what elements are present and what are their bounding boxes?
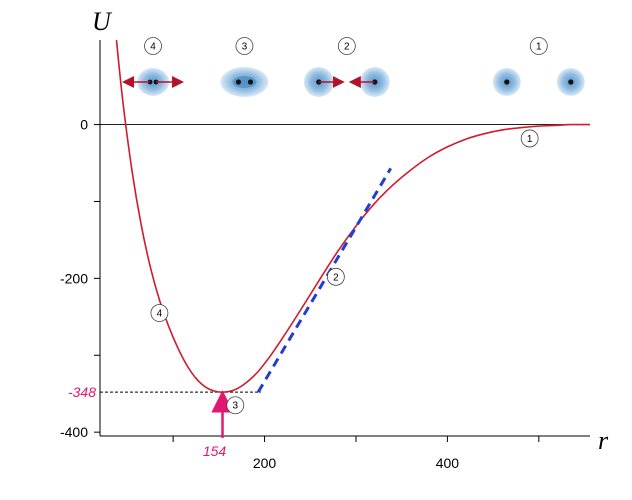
- atom-nucleus: [568, 79, 574, 85]
- curve-marker-label: 4: [157, 308, 163, 319]
- stage-marker-label: 4: [150, 42, 156, 53]
- curve-marker: [150, 304, 169, 322]
- curve-marker-label: 1: [527, 134, 533, 145]
- stage-marker: [144, 37, 162, 55]
- y-axis-title: U: [92, 7, 113, 36]
- curve-marker: [226, 396, 245, 415]
- atom-nucleus: [147, 79, 153, 85]
- atom-nucleus: [235, 79, 242, 85]
- y-tick-label: 0: [80, 117, 88, 133]
- stage-marker: [337, 37, 356, 55]
- curve-marker-label: 2: [333, 272, 339, 283]
- atom-nucleus: [247, 79, 254, 85]
- stage-marker: [235, 37, 254, 55]
- stage-marker-label: 2: [344, 42, 350, 53]
- y-tick-label: -400: [60, 424, 88, 440]
- stage-marker-label: 3: [242, 42, 248, 53]
- molecule-cloud: [137, 68, 170, 96]
- curve-marker: [520, 129, 539, 148]
- y-tick-label: -200: [60, 270, 88, 286]
- x-axis-title: r: [598, 426, 609, 455]
- curve-marker-label: 3: [233, 401, 239, 412]
- bond-region: [232, 76, 257, 88]
- x-tick-label: 400: [436, 455, 460, 471]
- stage-marker: [529, 37, 548, 55]
- x-tick-label: 200: [253, 455, 277, 471]
- tangent-line: [256, 167, 392, 393]
- atom-nucleus: [504, 79, 510, 85]
- potential-curve: [115, 39, 591, 393]
- minimum-distance-label: 154: [203, 443, 227, 459]
- curve-marker: [326, 267, 345, 286]
- stage-marker-label: 1: [536, 42, 542, 53]
- minimum-energy-label: -348: [68, 384, 96, 400]
